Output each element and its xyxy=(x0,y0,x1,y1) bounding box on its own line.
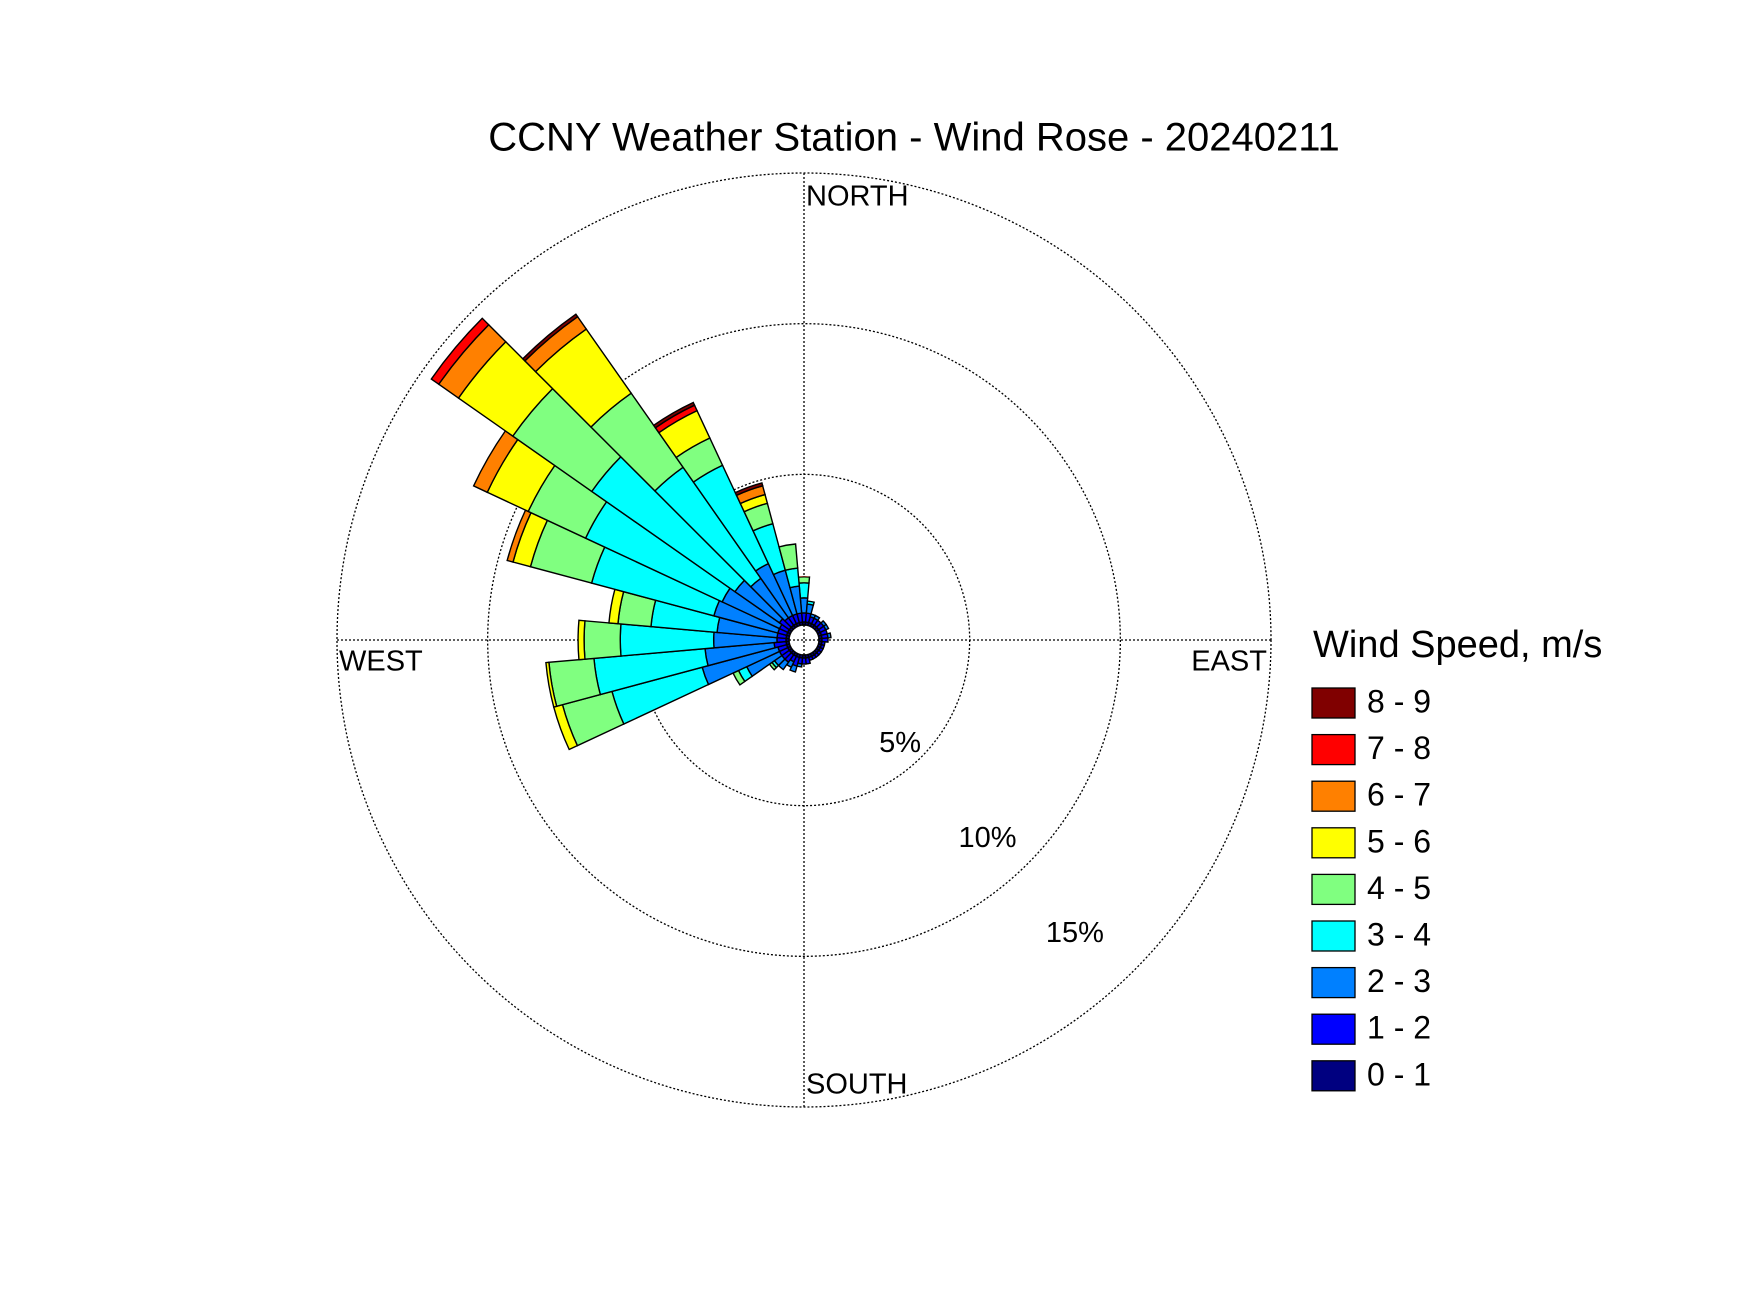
wind-segment xyxy=(806,600,815,606)
legend-swatch xyxy=(1311,687,1356,719)
legend-label: 5 - 6 xyxy=(1367,823,1431,859)
direction-label: EAST xyxy=(1191,646,1267,678)
legend-label: 4 - 5 xyxy=(1367,870,1431,906)
wind-segment xyxy=(577,619,586,661)
legend-swatch xyxy=(1311,920,1356,952)
legend-swatch xyxy=(1311,966,1356,999)
chart-title: CCNY Weather Station - Wind Rose - 20240… xyxy=(488,116,1340,160)
wind-segment xyxy=(583,620,622,660)
legend-label: 7 - 8 xyxy=(1367,730,1431,766)
legend-swatch xyxy=(1311,733,1356,766)
ring xyxy=(487,323,1121,957)
wind-segment xyxy=(521,313,579,362)
direction-label: NORTH xyxy=(806,181,909,213)
legend-title: Wind Speed, m/s xyxy=(1313,624,1602,666)
wind-segment xyxy=(797,576,811,584)
legend-label: 0 - 1 xyxy=(1367,1056,1431,1092)
wind-segment xyxy=(822,623,830,631)
legend-swatch xyxy=(1311,780,1356,812)
wind-segment xyxy=(652,401,696,429)
direction-label: WEST xyxy=(339,646,423,678)
legend-swatch xyxy=(1311,1013,1356,1045)
wind-segment xyxy=(813,614,821,622)
legend-label: 8 - 9 xyxy=(1367,683,1431,719)
legend-label: 2 - 3 xyxy=(1367,963,1431,999)
ring-label: 15% xyxy=(1046,917,1104,949)
legend-swatch xyxy=(1311,873,1356,906)
wind-segment xyxy=(734,482,764,497)
legend-swatch xyxy=(1311,1060,1356,1092)
wind-segment xyxy=(826,632,832,639)
legend-label: 1 - 2 xyxy=(1367,1010,1431,1046)
legend-label: 3 - 4 xyxy=(1367,916,1431,952)
legend-label: 6 - 7 xyxy=(1367,777,1431,813)
wind-segment xyxy=(778,543,799,572)
ring-label: 5% xyxy=(879,727,921,759)
ring-label: 10% xyxy=(958,822,1016,854)
direction-label: SOUTH xyxy=(806,1069,908,1101)
wind-segment xyxy=(430,317,490,386)
wind-segment xyxy=(545,661,558,708)
legend-swatch xyxy=(1311,827,1356,859)
